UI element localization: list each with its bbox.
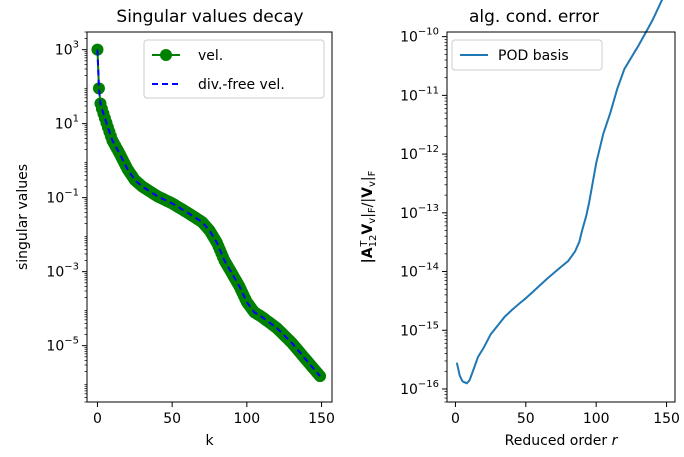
right-xtick-label: 50 bbox=[517, 411, 535, 427]
chart-alg-cond-error: alg. cond. error 0 50 100 150 10−16 10−15 10−1… bbox=[359, 0, 680, 449]
right-xtick-label: 0 bbox=[451, 411, 460, 427]
left-ytick-label: 10−1 bbox=[46, 188, 79, 207]
left-xlabel: k bbox=[205, 433, 214, 449]
ylabel-F2: F bbox=[367, 170, 378, 176]
right-ytick-label: 10−13 bbox=[400, 203, 439, 222]
right-ytick-label: 10−16 bbox=[400, 379, 439, 398]
left-ytick-label: 10−5 bbox=[46, 336, 79, 355]
left-legend-box bbox=[143, 39, 325, 99]
legend-marker-vel bbox=[160, 49, 172, 61]
right-xtick-label: 100 bbox=[583, 411, 610, 427]
right-xlabel-text: Reduced order bbox=[505, 433, 612, 449]
ylabel-end: | bbox=[360, 176, 376, 181]
left-ytick-label: 103 bbox=[55, 40, 79, 59]
left-xtick-label: 150 bbox=[308, 411, 335, 427]
right-title: alg. cond. error bbox=[469, 7, 599, 27]
right-ylabel: |A12TVv|F/|Vv|F bbox=[359, 170, 379, 263]
ylabel-mid: | bbox=[360, 213, 376, 218]
right-legend: POD basis bbox=[451, 39, 603, 71]
right-series-layer bbox=[455, 0, 664, 385]
series-line-divfree bbox=[96, 49, 321, 377]
ylabel-slash: /| bbox=[360, 198, 376, 207]
series-line-vel bbox=[96, 49, 321, 377]
ylabel-V: V bbox=[360, 224, 376, 235]
left-legend: vel. div.-free vel. bbox=[143, 39, 325, 99]
right-legend-box bbox=[451, 39, 603, 71]
series-line-pod bbox=[455, 0, 664, 385]
right-ytick-label: 10−14 bbox=[400, 262, 439, 281]
left-tick-layer: 0 50 100 150 10−5 10−3 10−1 101 103 bbox=[46, 31, 335, 427]
left-series-layer bbox=[91, 43, 327, 383]
left-xtick-label: 100 bbox=[233, 411, 260, 427]
ylabel-v2-sub: v bbox=[367, 181, 378, 187]
left-ytick-label: 101 bbox=[55, 114, 79, 133]
left-xtick-label: 50 bbox=[163, 411, 181, 427]
ylabel-A: |A bbox=[360, 247, 376, 263]
left-ytick-label: 10−3 bbox=[46, 262, 79, 281]
legend-label-pod: POD basis bbox=[498, 48, 569, 64]
chart-singular-values: Singular values decay 0 50 100 150 10−5 10−3 1… bbox=[15, 7, 335, 449]
left-xtick-label: 0 bbox=[93, 411, 102, 427]
right-ytick-label: 10−12 bbox=[400, 144, 439, 163]
right-tick-layer: 0 50 100 150 10−16 10−15 10−14 10−13 10−12 10−11 1… bbox=[400, 27, 680, 427]
right-ytick-label: 10−15 bbox=[400, 320, 439, 339]
left-title: Singular values decay bbox=[116, 7, 303, 27]
right-xlabel: Reduced order r bbox=[505, 433, 619, 449]
right-xtick-label: 150 bbox=[653, 411, 680, 427]
right-ytick-label: 10−11 bbox=[400, 85, 439, 104]
left-ylabel: singular values bbox=[15, 164, 31, 270]
right-ytick-label: 10−10 bbox=[400, 27, 439, 46]
right-xlabel-var: r bbox=[612, 433, 619, 449]
right-axes-frame bbox=[446, 31, 676, 403]
ylabel-sup: T bbox=[359, 240, 370, 248]
legend-label-vel: vel. bbox=[198, 48, 223, 64]
ylabel-v-sub: v bbox=[367, 218, 378, 224]
ylabel-F1: F bbox=[367, 207, 378, 213]
ylabel-V2: V bbox=[360, 187, 376, 198]
ylabel-sub: 12 bbox=[368, 235, 379, 248]
legend-label-divfree: div.-free vel. bbox=[198, 77, 285, 93]
